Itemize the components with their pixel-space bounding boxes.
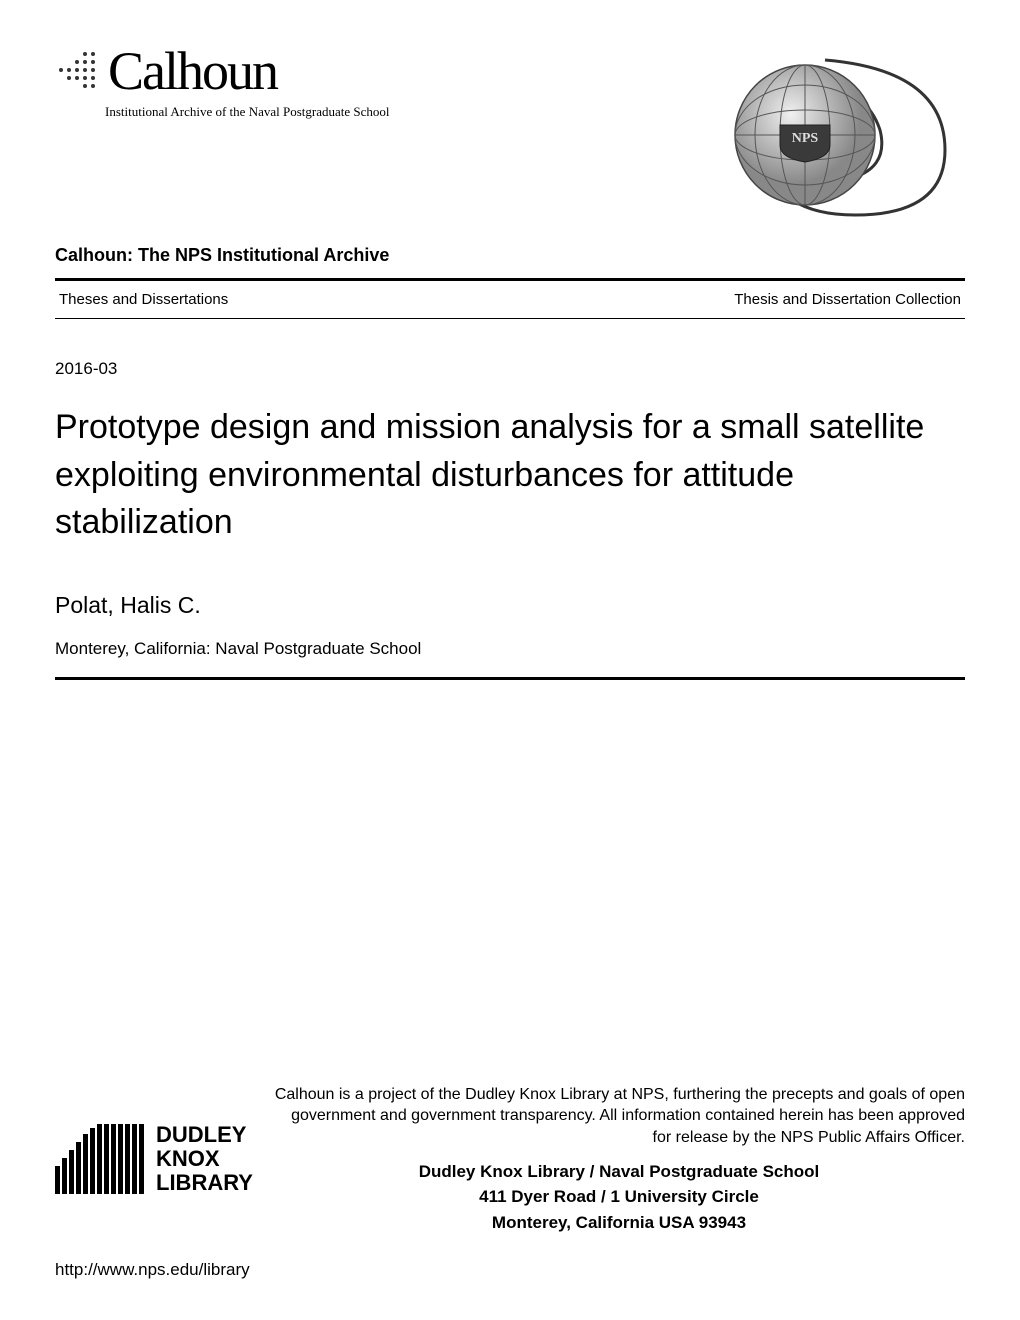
- address-line3: Monterey, California USA 93943: [273, 1210, 965, 1236]
- nps-globe-logo: NPS: [685, 40, 965, 220]
- dkl-line3: LIBRARY: [156, 1171, 253, 1195]
- barcode-icon: [55, 1124, 144, 1194]
- collection-left: Theses and Dissertations: [59, 291, 228, 308]
- collection-row: Theses and Dissertations Thesis and Diss…: [55, 291, 965, 308]
- calhoun-logo: Calhoun Institutional Archive of the Nav…: [55, 40, 405, 120]
- calhoun-logo-subtitle: Institutional Archive of the Naval Postg…: [105, 104, 405, 120]
- svg-text:NPS: NPS: [792, 131, 819, 146]
- document-author: Polat, Halis C.: [55, 592, 965, 619]
- document-date: 2016-03: [55, 359, 965, 379]
- footer-address: Dudley Knox Library / Naval Postgraduate…: [273, 1159, 965, 1236]
- divider-thin-top: [55, 318, 965, 319]
- footer-description-text: Calhoun is a project of the Dudley Knox …: [273, 1084, 965, 1149]
- archive-title: Calhoun: The NPS Institutional Archive: [55, 245, 965, 266]
- footer-top-row: DUDLEY KNOX LIBRARY Calhoun is a project…: [55, 1084, 965, 1235]
- header-logos: Calhoun Institutional Archive of the Nav…: [55, 40, 965, 220]
- footer-description: Calhoun is a project of the Dudley Knox …: [273, 1084, 965, 1235]
- address-line1: Dudley Knox Library / Naval Postgraduate…: [273, 1159, 965, 1185]
- divider-thick-mid: [55, 677, 965, 680]
- calhoun-logo-text: Calhoun: [108, 40, 277, 102]
- collection-right: Thesis and Dissertation Collection: [734, 291, 961, 308]
- calhoun-wordmark: Calhoun: [55, 40, 405, 102]
- document-institution: Monterey, California: Naval Postgraduate…: [55, 639, 965, 659]
- dudley-knox-library-logo: DUDLEY KNOX LIBRARY: [55, 1084, 253, 1235]
- dkl-line2: KNOX: [156, 1147, 253, 1171]
- footer-url: http://www.nps.edu/library: [55, 1260, 965, 1280]
- divider-thick-top: [55, 278, 965, 281]
- dkl-logo-text: DUDLEY KNOX LIBRARY: [156, 1123, 253, 1196]
- calhoun-dots-icon: [55, 46, 100, 96]
- dkl-line1: DUDLEY: [156, 1123, 253, 1147]
- address-line2: 411 Dyer Road / 1 University Circle: [273, 1184, 965, 1210]
- document-title: Prototype design and mission analysis fo…: [55, 404, 965, 547]
- footer: DUDLEY KNOX LIBRARY Calhoun is a project…: [55, 1084, 965, 1280]
